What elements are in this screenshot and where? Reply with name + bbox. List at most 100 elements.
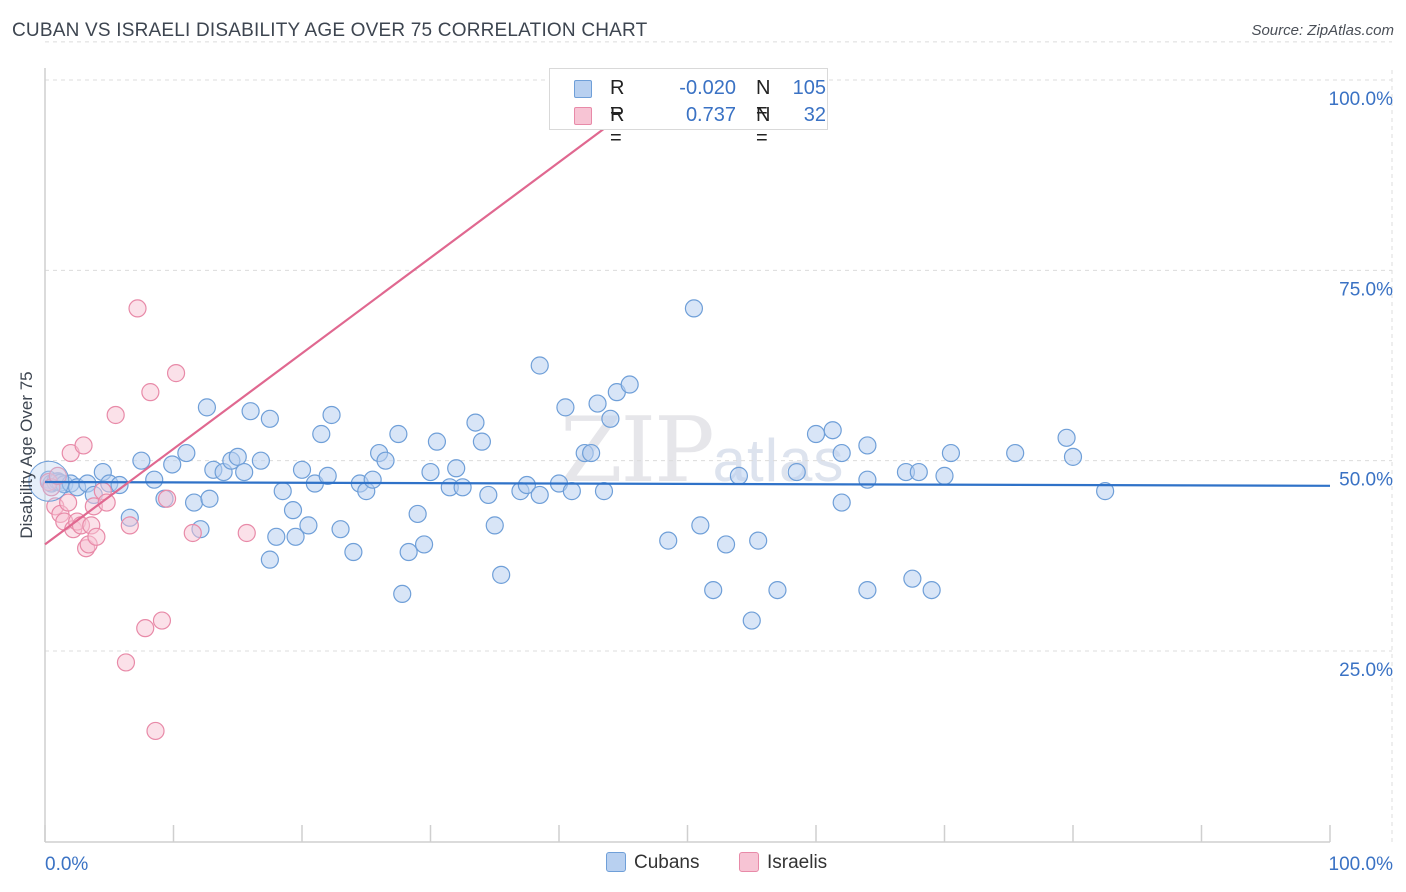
legend-r-value: 0.737 [685, 104, 736, 126]
cuban-point [389, 424, 408, 444]
trend-layer [44, 75, 1331, 546]
israeli-point [141, 383, 160, 402]
cuban-point [729, 466, 749, 485]
legend-r-label: R = [610, 104, 625, 149]
legend-n-label: N = [756, 77, 771, 122]
israeli-point [146, 721, 165, 741]
cuban-point [562, 482, 581, 501]
y-tick-label: 100.0% [1329, 89, 1394, 110]
bottom-legend-swatch-israelis [739, 852, 759, 872]
cuban-point [858, 470, 877, 489]
israeli-point [116, 653, 136, 672]
cuban-point [582, 443, 601, 463]
israeli-point [120, 516, 139, 535]
axis-layer [44, 68, 1331, 843]
label-layer: 25.0% 50.0% 75.0% 100.0% 0.0% 100.0% Disabilit… [17, 89, 1393, 875]
cuban-point [594, 482, 614, 501]
cuban-point [466, 413, 485, 432]
bottom-legend-israelis: Israelis [739, 852, 827, 874]
cuban-point [716, 535, 736, 554]
y-tick-label: 25.0% [1339, 660, 1393, 681]
cuban-point [935, 466, 954, 485]
cuban-point [659, 531, 678, 550]
cuban-point [479, 485, 498, 505]
cuban-point [517, 475, 536, 495]
cuban-point [453, 478, 472, 497]
cuban-point [858, 436, 877, 455]
grid-layer [45, 41, 1393, 842]
cuban-point [691, 516, 710, 535]
cuban-point [177, 443, 196, 463]
cuban-point [858, 580, 877, 600]
cuban-point [184, 493, 204, 512]
israeli-point [74, 436, 93, 455]
cuban-point [273, 482, 292, 501]
cuban-point [145, 470, 164, 489]
cuban-point [1063, 447, 1083, 466]
cuban-point [286, 527, 305, 546]
cuban-point [110, 475, 129, 495]
cuban-point [376, 451, 395, 470]
cuban-point [903, 569, 922, 588]
cuban-point [832, 443, 851, 463]
cuban-trend-line [44, 480, 1331, 487]
cuban-point [408, 504, 427, 524]
israeli-point [152, 611, 172, 630]
cuban-point [749, 531, 768, 550]
israeli-point [166, 364, 186, 383]
cuban-point [530, 356, 549, 375]
cuban-point [684, 299, 704, 318]
cuban-point [447, 459, 466, 478]
israeli-point [106, 405, 125, 425]
bottom-legend-label-israelis: Israelis [767, 852, 828, 873]
legend-n-value: 32 [803, 104, 826, 126]
cuban-point [492, 565, 511, 584]
legend-n-label: N = [756, 104, 771, 149]
y-tick-label: 75.0% [1339, 279, 1393, 300]
cuban-point [200, 489, 219, 508]
cuban-point [1006, 443, 1025, 463]
cuban-point [318, 466, 337, 485]
cuban-point [427, 432, 447, 451]
cuban-point [260, 409, 279, 428]
chart-title: CUBAN VS ISRAELI DISABILITY AGE OVER 75 … [12, 20, 648, 41]
cuban-point [768, 580, 787, 600]
israeli-point [97, 493, 116, 512]
cuban-point [163, 455, 182, 474]
legend-swatch-israelis [574, 107, 592, 125]
cuban-point [823, 421, 842, 440]
cuban-point [312, 424, 331, 444]
x-tick-label: 0.0% [45, 854, 88, 875]
cuban-point [393, 584, 412, 604]
cuban-point [1057, 428, 1076, 447]
cuban-point [556, 398, 575, 417]
israeli-point [87, 527, 106, 546]
cuban-point [909, 462, 928, 482]
cuban-point [742, 611, 761, 630]
israeli-point [136, 619, 155, 638]
cuban-point [363, 470, 382, 489]
cuban-point [399, 542, 418, 562]
cuban-point [832, 493, 851, 512]
points-layer [28, 70, 1115, 741]
cuban-point [241, 402, 260, 421]
cuban-point [322, 405, 341, 425]
cuban-point [1096, 482, 1115, 501]
cuban-point [806, 424, 826, 444]
x-tick-label: 100.0% [1329, 854, 1394, 875]
cuban-point [787, 462, 806, 482]
y-axis-title: Disability Age Over 75 [17, 371, 36, 538]
cuban-point [485, 516, 504, 535]
cuban-point [283, 501, 303, 520]
cuban-point [421, 462, 440, 482]
israeli-point [128, 299, 147, 318]
cuban-point [228, 447, 247, 466]
cuban-point [132, 451, 151, 470]
cuban-point [197, 398, 217, 417]
legend-r-value: -0.020 [679, 77, 736, 99]
bottom-legend-label-cubans: Cubans [634, 852, 700, 873]
legend-r-label: R = [610, 77, 625, 122]
cuban-point [588, 394, 607, 413]
cuban-point [704, 580, 723, 600]
